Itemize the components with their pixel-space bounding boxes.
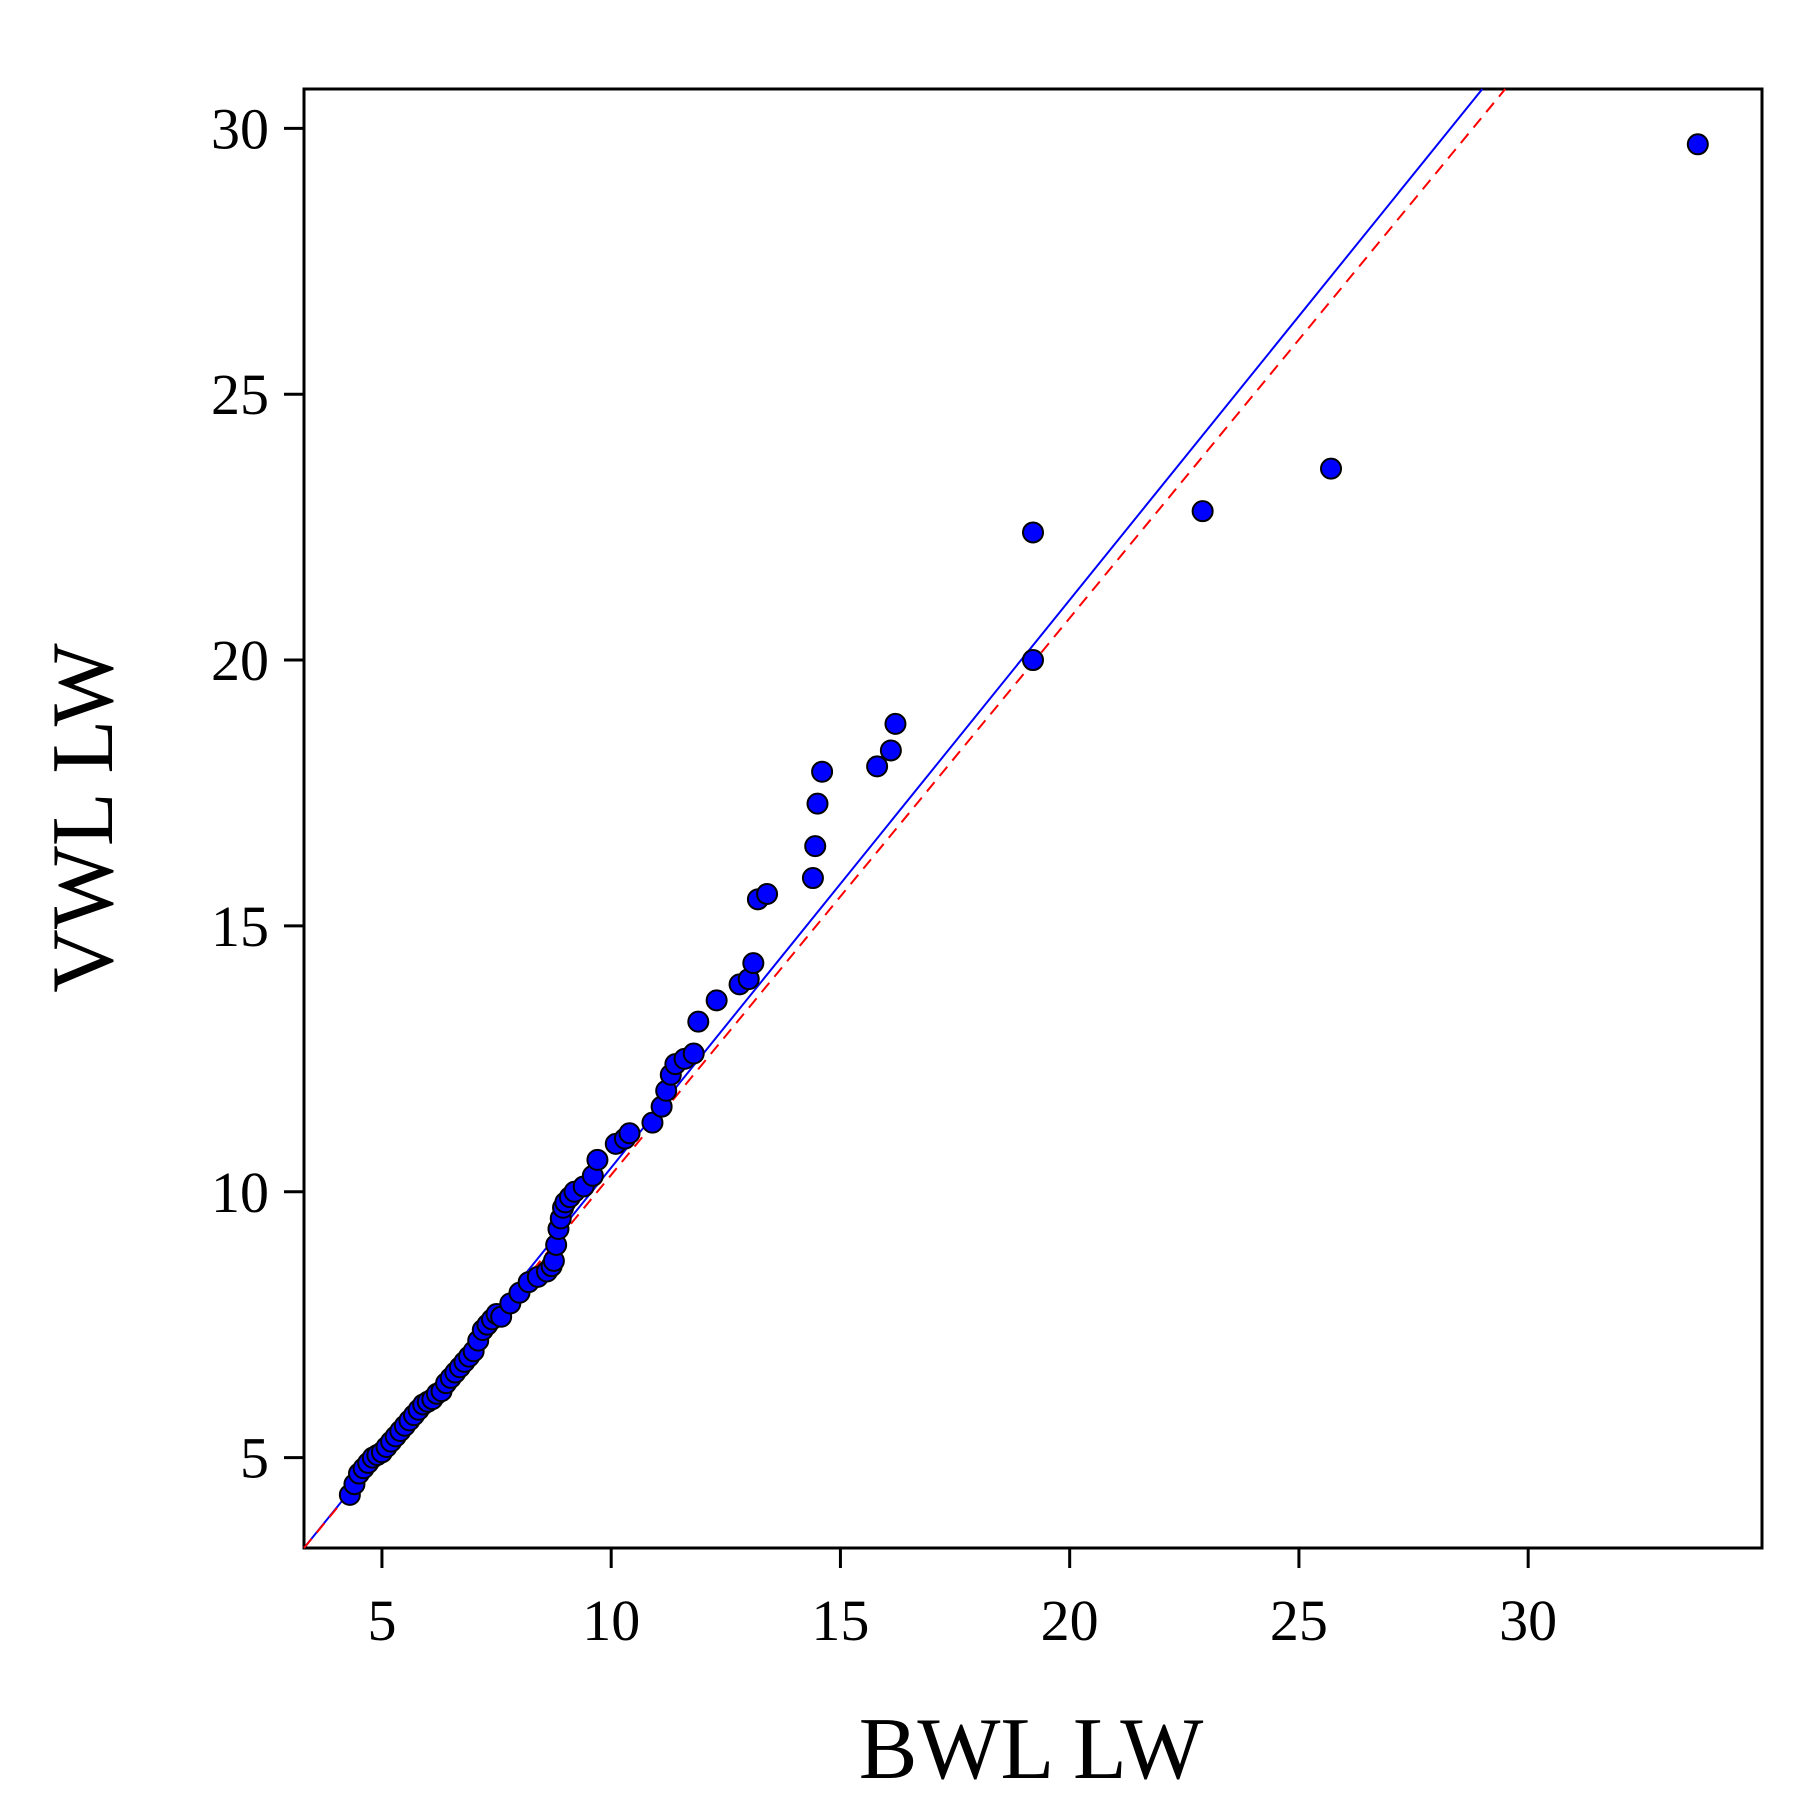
data-point	[705, 989, 728, 1012]
data-point	[1320, 457, 1343, 480]
dashed-reference-line	[303, 88, 1507, 1549]
y-tick-label: 25	[211, 362, 269, 427]
data-point	[618, 1122, 641, 1145]
y-tick-label: 20	[211, 628, 269, 693]
data-point	[801, 867, 824, 890]
y-axis-title: VWL LW	[35, 643, 132, 992]
x-tick-label: 15	[811, 1588, 869, 1653]
x-axis: 5 10 15 20 25 30	[367, 1548, 1557, 1653]
data-point	[682, 1042, 705, 1065]
data-point	[806, 792, 829, 815]
data-point	[687, 1010, 710, 1033]
data-point	[742, 952, 765, 975]
data-point	[866, 755, 889, 778]
data-point	[756, 883, 779, 906]
y-tick-label: 10	[211, 1160, 269, 1225]
data-point	[811, 760, 834, 783]
data-point	[1022, 649, 1044, 672]
x-tick-label: 30	[1499, 1588, 1557, 1653]
y-tick-label: 30	[211, 96, 269, 161]
y-tick-label: 5	[240, 1426, 269, 1491]
data-point	[1191, 500, 1214, 523]
data-point	[879, 739, 902, 762]
x-tick-label: 5	[367, 1588, 396, 1653]
data-point	[804, 835, 827, 858]
y-tick-label: 15	[211, 894, 269, 959]
x-tick-label: 20	[1041, 1588, 1099, 1653]
x-axis-title: BWL LW	[859, 1701, 1204, 1798]
data-point	[884, 712, 907, 735]
y-axis: 5 10 15 20 25 30	[211, 96, 304, 1491]
x-tick-label: 10	[582, 1588, 640, 1653]
plot-frame	[302, 87, 1764, 1550]
data-point	[1022, 521, 1044, 544]
x-tick-label: 25	[1270, 1588, 1328, 1653]
data-points	[338, 133, 1709, 1506]
data-point	[1686, 133, 1709, 156]
data-point	[586, 1148, 609, 1171]
